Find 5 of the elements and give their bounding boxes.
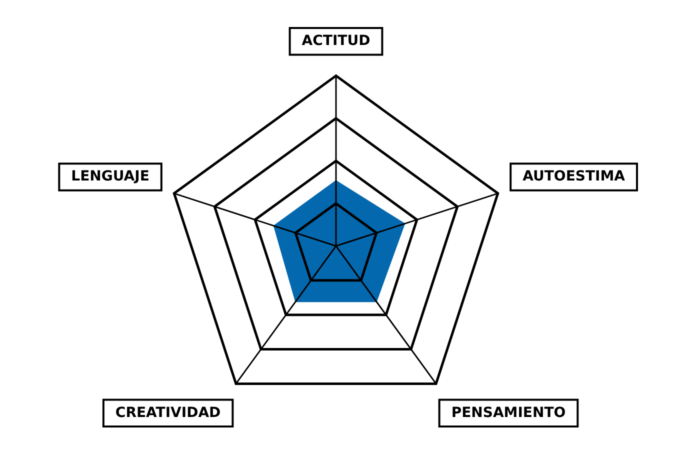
spoke-label: AUTOESTIMA <box>522 168 626 185</box>
spoke-label: LENGUAJE <box>71 168 150 185</box>
spoke-label: CREATIVIDAD <box>115 404 221 421</box>
spoke-label: PENSAMIENTO <box>451 404 566 421</box>
spoke-label: ACTITUD <box>302 33 370 50</box>
